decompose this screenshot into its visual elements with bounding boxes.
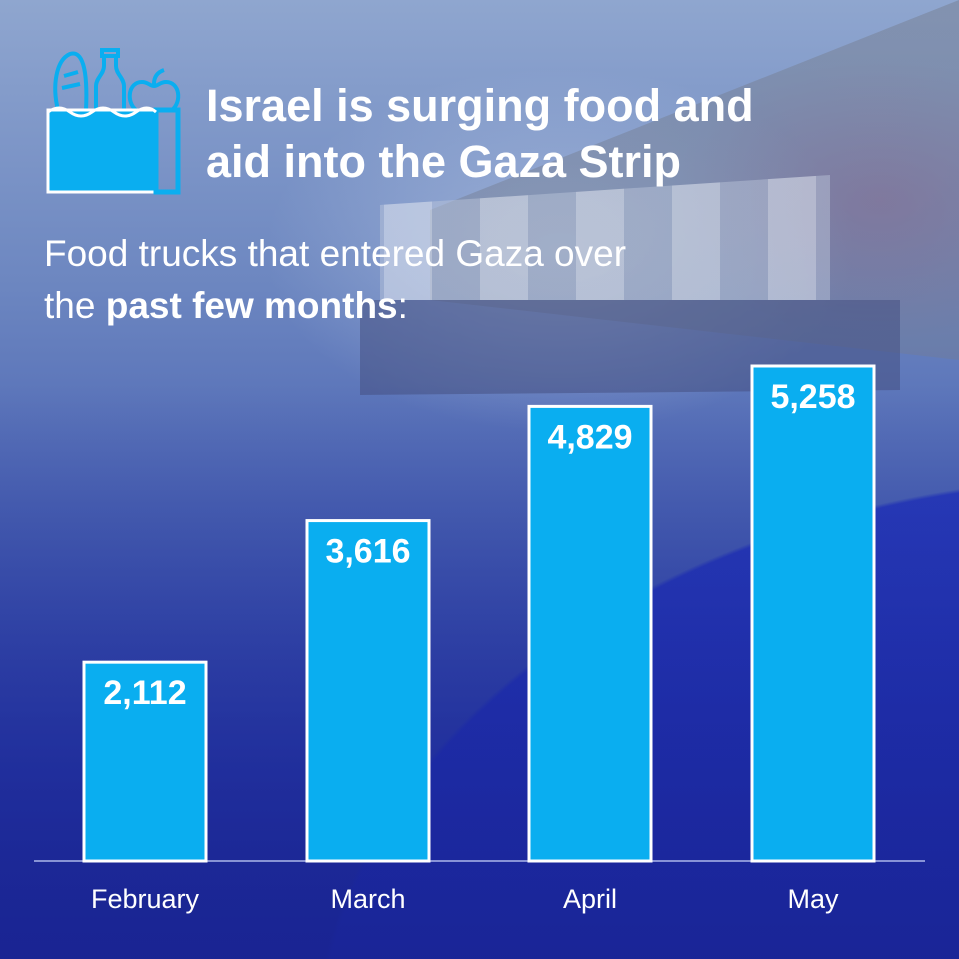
bar-may <box>750 364 876 863</box>
subtitle-plain: the <box>44 285 106 326</box>
subtitle-bold: past few months <box>105 285 398 326</box>
category-label-march: March <box>330 884 405 914</box>
bar-value-label: 5,258 <box>770 378 855 416</box>
category-label-february: February <box>91 884 200 914</box>
page-title: Israel is surging food and aid into the … <box>206 78 926 190</box>
title-line-2: aid into the Gaza Strip <box>206 136 682 187</box>
bar-value-label: 3,616 <box>325 533 410 571</box>
subtitle-line-1: Food trucks that entered Gaza over <box>44 233 627 274</box>
bar-april <box>527 404 653 863</box>
bar-march <box>305 519 431 863</box>
category-label-april: April <box>563 884 617 914</box>
subtitle-end: : <box>397 285 408 326</box>
bar-february <box>82 660 208 863</box>
bar-value-label: 2,112 <box>103 674 186 712</box>
grocery-bag-icon <box>46 48 181 195</box>
bar-value-label: 4,829 <box>547 418 632 456</box>
chart-subtitle: Food trucks that entered Gaza over the p… <box>44 228 924 332</box>
title-line-1: Israel is surging food and <box>206 80 754 131</box>
category-label-may: May <box>787 884 839 914</box>
